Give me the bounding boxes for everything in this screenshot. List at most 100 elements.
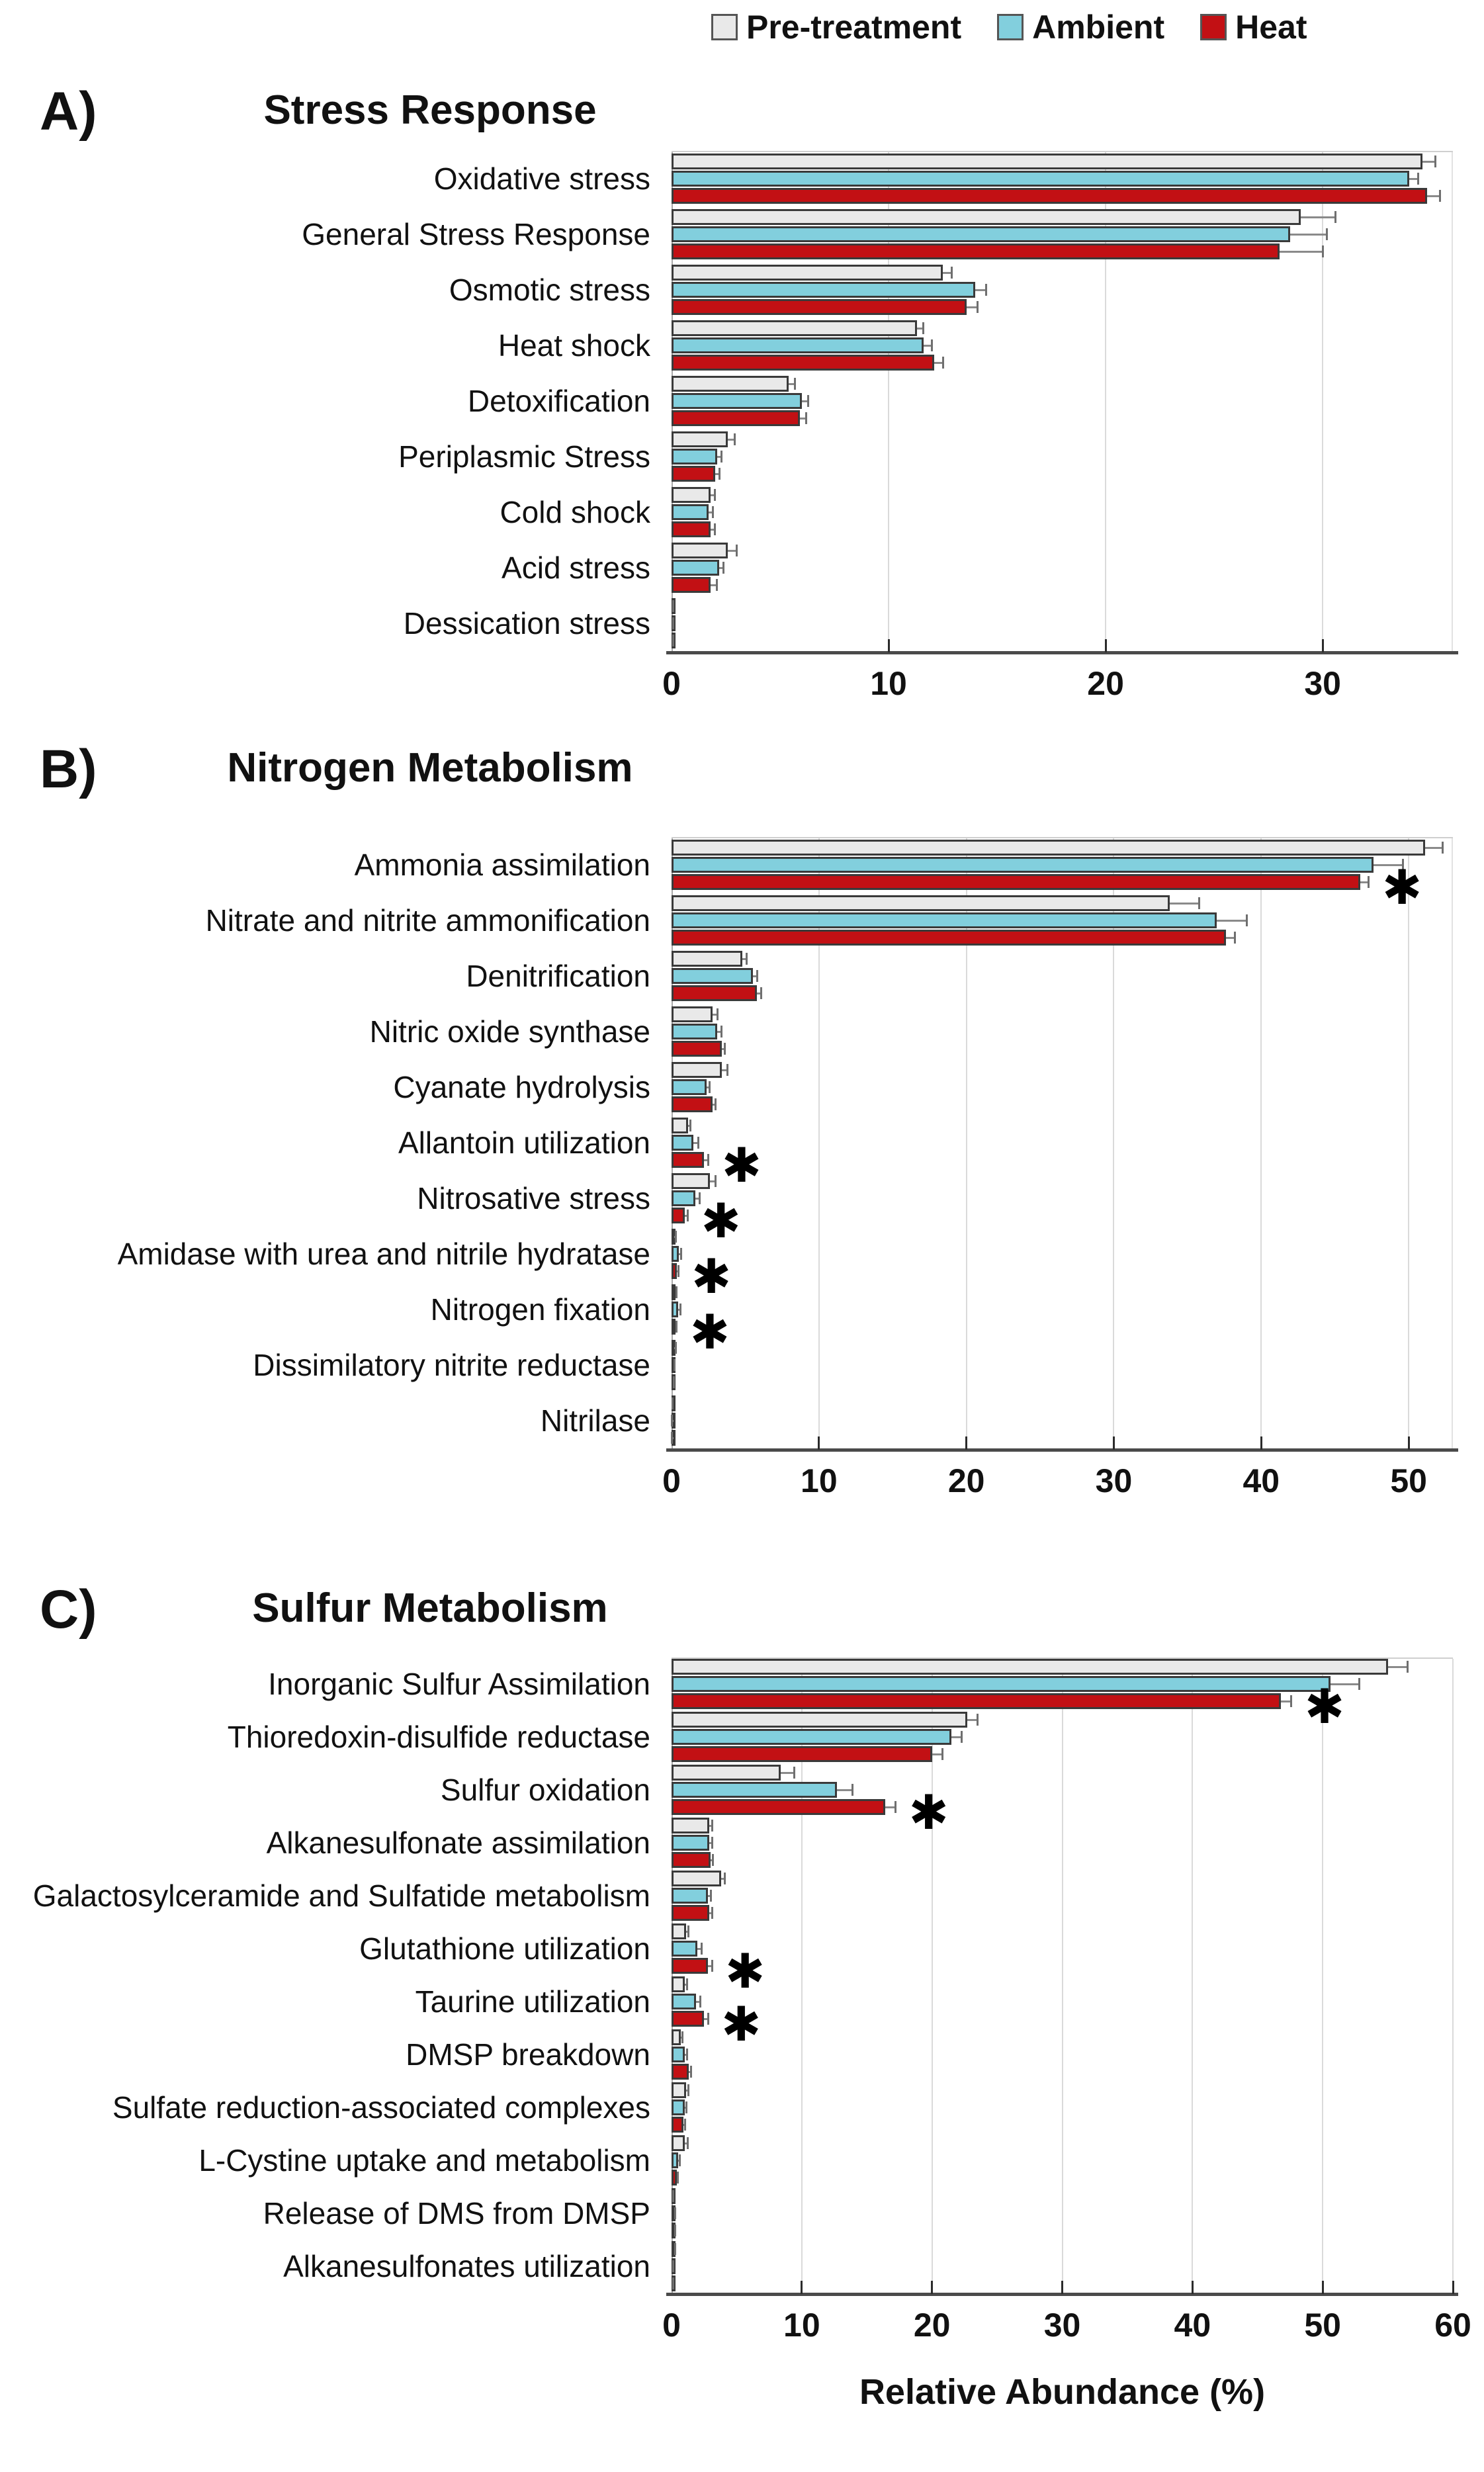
error-bar	[967, 1718, 978, 1721]
error-bar	[711, 584, 717, 586]
axis-tick	[1321, 639, 1324, 652]
bar-ambient	[672, 968, 753, 984]
bar-ambient	[672, 1782, 837, 1798]
ambient-swatch-icon	[997, 14, 1024, 40]
axis-tick	[965, 1436, 968, 1450]
bar-pretreatment	[672, 265, 943, 281]
bar-group: ✱	[672, 1282, 1453, 1356]
bar-ambient	[672, 1729, 952, 1745]
gridline	[1192, 1659, 1194, 2294]
category-label: Dessication stress	[403, 606, 650, 640]
error-bar-cap	[679, 1303, 681, 1315]
error-bar	[943, 271, 952, 274]
bar-ambient	[672, 337, 924, 353]
bar-group: ✱	[672, 1115, 1453, 1189]
category-label: Thioredoxin-disulfide reductase	[227, 1720, 650, 1754]
gridline	[801, 1659, 803, 2294]
category-label: Periplasmic Stress	[398, 439, 650, 474]
category-label: Denitrification	[466, 959, 650, 993]
category-label: Nitrogen fixation	[430, 1292, 650, 1327]
error-bar-cap	[851, 1784, 854, 1796]
category-label: DMSP breakdown	[406, 2037, 650, 2072]
bar-heat	[672, 1208, 685, 1223]
error-bar-cap	[675, 1342, 677, 1354]
axis-tick-label: 30	[1095, 1462, 1133, 1499]
error-bar	[711, 494, 715, 496]
error-bar	[1373, 863, 1403, 866]
axis-tick	[1191, 2281, 1194, 2294]
table-row: Alkanesulfonates utilization	[0, 2240, 1484, 2293]
error-bar-cap	[709, 1081, 711, 1093]
bar-ambient	[672, 1941, 698, 1957]
error-bar	[916, 327, 924, 330]
category-label: Heat shock	[498, 328, 650, 363]
panel-title: Nitrogen Metabolism	[227, 745, 633, 791]
bar-heat	[672, 2011, 705, 2027]
category-label: Cyanate hydrolysis	[393, 1070, 650, 1104]
error-bar	[967, 306, 978, 308]
bar-group: ✱	[672, 1763, 1453, 1836]
bar-ambient	[672, 2152, 678, 2168]
axis-tick	[1112, 1436, 1115, 1450]
category-label: Alkanesulfonates utilization	[283, 2249, 650, 2283]
error-bar-cap	[722, 562, 725, 574]
table-row: Periplasmic Stress	[0, 429, 1484, 484]
error-bar-cap	[716, 579, 719, 591]
axis-tick	[887, 639, 890, 652]
bar-ambient	[672, 393, 802, 409]
error-bar	[709, 1912, 712, 1914]
bar-heat	[672, 521, 711, 537]
error-bar-cap	[961, 1731, 963, 1743]
legend-label: Pre-treatment	[746, 9, 962, 46]
bar-group	[672, 1337, 1453, 1393]
axis-tick	[931, 2281, 934, 2294]
bar-ambient	[672, 504, 709, 520]
error-bar	[695, 1197, 700, 1200]
bar-group: ✱	[672, 1657, 1453, 1730]
bar-ambient	[672, 1994, 697, 2009]
bar-ambient	[672, 912, 1217, 928]
bar-pretreatment	[672, 1284, 676, 1300]
error-bar	[711, 528, 715, 531]
significance-asterisk: ✱	[701, 1193, 741, 1249]
axis-tick	[1260, 1436, 1262, 1450]
table-row: Release of DMS from DMSP	[0, 2187, 1484, 2240]
error-bar-cap	[715, 1175, 717, 1187]
bar-pretreatment	[672, 1765, 781, 1781]
axis-tick	[1452, 2281, 1454, 2294]
table-row: Dessication stress	[0, 596, 1484, 651]
x-axis-line	[666, 651, 1458, 654]
table-row: Nitrate and nitrite ammonification	[0, 893, 1484, 948]
category-label: Galactosylceramide and Sulfatide metabol…	[32, 1878, 650, 1913]
error-bar-cap	[681, 2031, 684, 2043]
error-bar-cap	[674, 2207, 677, 2219]
error-bar-cap	[726, 1064, 729, 1076]
legend: Pre-treatment Ambient Heat	[711, 11, 1307, 44]
category-label: Cold shock	[500, 495, 650, 529]
error-bar-cap	[715, 1098, 717, 1110]
table-row: Galactosylceramide and Sulfatide metabol…	[0, 1869, 1484, 1922]
error-bar-cap	[716, 1008, 719, 1020]
bar-ambient	[672, 560, 720, 576]
table-row: Oxidative stress	[0, 151, 1484, 206]
table-row: Glutathione utilization ✱	[0, 1922, 1484, 1995]
bar-group	[672, 262, 1453, 318]
bar-ambient	[672, 282, 976, 298]
error-bar-cap	[672, 635, 674, 646]
bar-pretreatment	[672, 840, 1425, 856]
significance-asterisk: ✱	[689, 1304, 730, 1360]
error-bar-cap	[684, 2119, 687, 2131]
panel-letter: A)	[40, 81, 97, 142]
error-bar-cap	[1406, 1661, 1409, 1673]
error-bar-cap	[718, 468, 720, 480]
gridline	[1322, 1659, 1324, 2294]
bar-ambient	[672, 171, 1410, 187]
error-bar-cap	[1401, 859, 1404, 871]
bar-heat	[672, 355, 934, 371]
category-label: Nitrate and nitrite ammonification	[205, 903, 650, 938]
category-label: Dissimilatory nitrite reductase	[253, 1348, 650, 1382]
table-row: Detoxification	[0, 373, 1484, 429]
table-row: General Stress Response	[0, 206, 1484, 262]
error-bar	[704, 1159, 709, 1161]
bar-ambient	[672, 1676, 1331, 1692]
